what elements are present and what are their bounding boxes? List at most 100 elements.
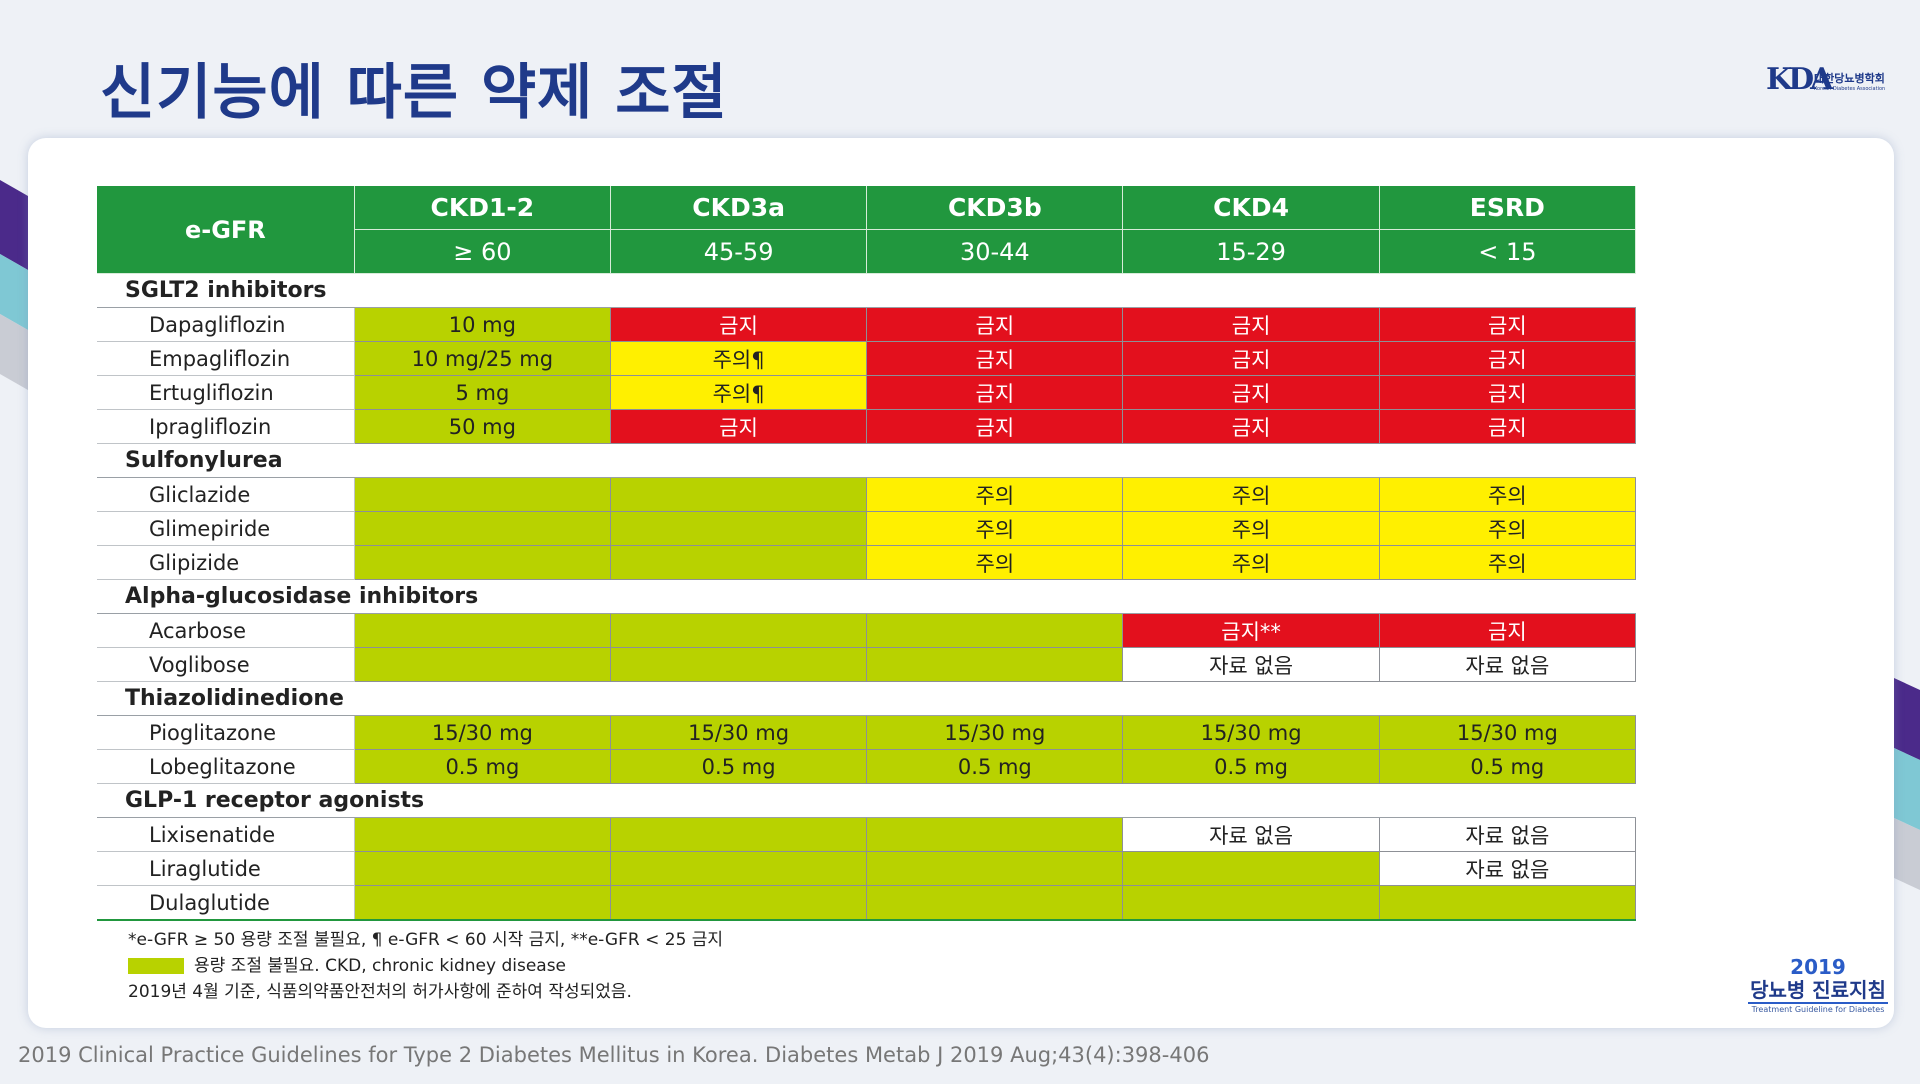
table-row: Ertugliflozin 5 mg 주의¶ 금지 금지 금지 (97, 375, 1637, 410)
citation: 2019 Clinical Practice Guidelines for Ty… (18, 1043, 1210, 1067)
dose-cell: 0.5 mg (866, 749, 1124, 784)
table-row: Glimepiride 주의 주의 주의 (97, 511, 1637, 546)
dose-cell: 자료 없음 (1122, 647, 1380, 682)
dose-cell (354, 613, 611, 648)
table-row: Pioglitazone 15/30 mg 15/30 mg 15/30 mg 15/3… (97, 715, 1637, 750)
dose-cell (610, 511, 868, 546)
dose-cell: 15/30 mg (1379, 715, 1637, 750)
dose-cell: 5 mg (354, 375, 611, 410)
egfr-header: e-GFR (97, 186, 355, 274)
dose-cell (610, 613, 868, 648)
dose-cell: 주의 (1379, 511, 1637, 546)
dose-cell: 15/30 mg (354, 715, 611, 750)
dose-cell (866, 851, 1124, 886)
drug-name: Liraglutide (97, 851, 355, 886)
guideline-badge: 2019 당뇨병 진료지침 Treatment Guideline for Di… (1748, 956, 1888, 1036)
guideline-subtitle: Treatment Guideline for Diabetes (1751, 1005, 1885, 1014)
dose-cell (354, 851, 611, 886)
dose-cell (610, 851, 868, 886)
drug-name: Ipragliflozin (97, 409, 355, 444)
footnotes: *e-GFR ≥ 50 용량 조절 불필요, ¶ e-GFR < 60 시작 금… (128, 927, 723, 1005)
header-row-ranges: ≥ 60 45-59 30-44 15-29 < 15 (97, 229, 1637, 274)
table-row: Voglibose 자료 없음 자료 없음 (97, 647, 1637, 682)
dose-cell (610, 647, 868, 682)
dose-cell (610, 885, 868, 921)
table-row: Acarbose 금지** 금지 (97, 613, 1637, 648)
group-row: Alpha-glucosidase inhibitors (97, 579, 1636, 614)
dose-cell: 주의¶ (610, 341, 868, 376)
stage-header: CKD4 (1122, 186, 1380, 230)
drug-name: Empagliflozin (97, 341, 355, 376)
dose-cell (1379, 885, 1637, 921)
dose-cell: 10 mg/25 mg (354, 341, 611, 376)
dose-cell: 금지 (866, 409, 1124, 444)
table-row: Lobeglitazone 0.5 mg 0.5 mg 0.5 mg 0.5 mg 0.5… (97, 749, 1637, 784)
group-label: Thiazolidinedione (97, 681, 1636, 716)
dose-cell (354, 885, 611, 921)
dose-cell: 금지 (1379, 375, 1637, 410)
group-row: Thiazolidinedione (97, 681, 1636, 716)
table-body: SGLT2 inhibitors Dapagliflozin 10 mg 금지 금지 금지… (97, 273, 1637, 921)
group-row: Sulfonylurea (97, 443, 1636, 478)
table-row: Ipragliflozin 50 mg 금지 금지 금지 금지 (97, 409, 1637, 444)
dose-cell (866, 885, 1124, 921)
dose-cell (354, 511, 611, 546)
dose-cell: 금지 (866, 307, 1124, 342)
dose-cell: 15/30 mg (866, 715, 1124, 750)
dose-cell: 금지 (1122, 307, 1380, 342)
kda-logo: KDA 대한당뇨병학회 Korean Diabetes Association (1766, 62, 1894, 112)
range-header: ≥ 60 (354, 229, 611, 274)
drug-name: Ertugliflozin (97, 375, 355, 410)
range-header: 30-44 (866, 229, 1124, 274)
dose-cell (610, 545, 868, 580)
group-label: Alpha-glucosidase inhibitors (97, 579, 1636, 614)
dose-cell: 주의 (1122, 477, 1380, 512)
dose-cell: 주의 (1122, 511, 1380, 546)
group-label: GLP-1 receptor agonists (97, 783, 1636, 818)
drug-name: Pioglitazone (97, 715, 355, 750)
drug-name: Dapagliflozin (97, 307, 355, 342)
dose-cell: 0.5 mg (354, 749, 611, 784)
legend-swatch (128, 958, 184, 974)
range-header: 45-59 (610, 229, 868, 274)
group-label: SGLT2 inhibitors (97, 273, 1636, 308)
table-row: Lixisenatide 자료 없음 자료 없음 (97, 817, 1637, 852)
dose-cell: 주의 (866, 477, 1124, 512)
dose-cell (866, 817, 1124, 852)
dose-cell (866, 647, 1124, 682)
dose-cell (866, 613, 1124, 648)
dose-cell: 15/30 mg (610, 715, 868, 750)
dose-cell: 주의 (1379, 545, 1637, 580)
dose-cell: 0.5 mg (1122, 749, 1380, 784)
dose-cell: 자료 없음 (1379, 817, 1637, 852)
stage-header: ESRD (1379, 186, 1637, 230)
dose-cell: 주의¶ (610, 375, 868, 410)
group-row: SGLT2 inhibitors (97, 273, 1636, 308)
header-row-stages: e-GFR CKD1-2 CKD3a CKD3b CKD4 ESRD (97, 186, 1637, 274)
dose-cell: 0.5 mg (610, 749, 868, 784)
dose-cell: 금지 (866, 341, 1124, 376)
drug-name: Lixisenatide (97, 817, 355, 852)
basis-line: 2019년 4월 기준, 식품의약품안전처의 허가사항에 준하여 작성되었음. (128, 982, 632, 1002)
legend-text: 용량 조절 불필요. CKD, chronic kidney disease (194, 956, 567, 976)
drug-name: Dulaglutide (97, 885, 355, 921)
dose-cell (610, 477, 868, 512)
dose-cell: 금지 (1379, 613, 1637, 648)
drug-name: Glimepiride (97, 511, 355, 546)
table-row: Dulaglutide (97, 885, 1637, 921)
dose-cell (1122, 851, 1380, 886)
dose-cell: 주의 (1379, 477, 1637, 512)
guideline-name: 당뇨병 진료지침 (1748, 978, 1888, 1004)
dose-cell (354, 647, 611, 682)
stage-header: CKD3b (866, 186, 1124, 230)
drug-name: Gliclazide (97, 477, 355, 512)
dose-cell: 자료 없음 (1379, 647, 1637, 682)
guideline-year: 2019 (1790, 955, 1846, 979)
dose-cell: 자료 없음 (1122, 817, 1380, 852)
dose-cell: 주의 (866, 545, 1124, 580)
table-row: Liraglutide 자료 없음 (97, 851, 1637, 886)
dose-cell: 금지 (1379, 341, 1637, 376)
dose-cell: 자료 없음 (1379, 851, 1637, 886)
